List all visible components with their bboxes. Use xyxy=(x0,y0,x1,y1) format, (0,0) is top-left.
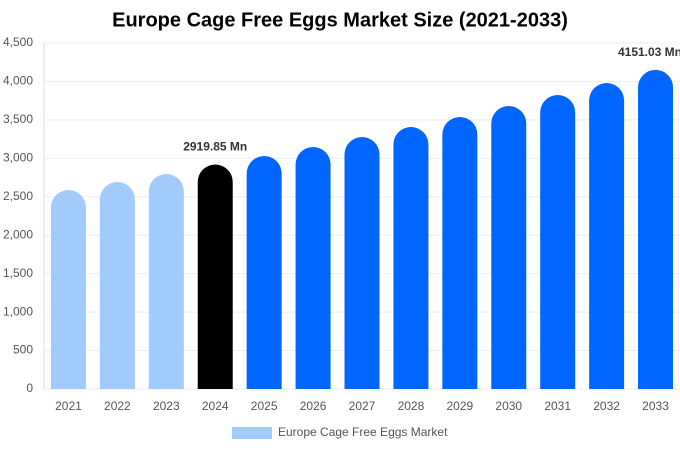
x-tick-label: 2021 xyxy=(55,399,82,413)
x-tick-label: 2031 xyxy=(544,399,571,413)
bar xyxy=(50,190,86,389)
y-tick-label: 2,000 xyxy=(3,227,33,241)
bar xyxy=(589,83,625,389)
y-tick-label: 4,500 xyxy=(3,35,33,49)
bar xyxy=(393,127,429,390)
bar xyxy=(442,117,478,389)
legend-label: Europe Cage Free Eggs Market xyxy=(278,425,448,439)
y-tick-label: 500 xyxy=(13,343,33,357)
x-tick-label: 2026 xyxy=(300,399,327,413)
x-tick-label: 2022 xyxy=(104,399,131,413)
x-tick-label: 2023 xyxy=(153,399,180,413)
y-tick-label: 1,500 xyxy=(3,266,33,280)
bar xyxy=(295,147,331,389)
x-tick-label: 2027 xyxy=(349,399,376,413)
bar xyxy=(197,164,233,389)
bar xyxy=(246,156,282,389)
x-tick-label: 2024 xyxy=(202,399,229,413)
y-tick-label: 1,000 xyxy=(3,304,33,318)
y-tick-label: 4,000 xyxy=(3,74,33,88)
y-tick-label: 3,000 xyxy=(3,151,33,165)
bar xyxy=(99,182,135,389)
value-label: 4151.03 Mn xyxy=(618,45,680,59)
bar xyxy=(491,106,527,389)
y-tick-label: 3,500 xyxy=(3,112,33,126)
bar xyxy=(638,69,674,390)
bar xyxy=(540,95,576,390)
x-tick-label: 2025 xyxy=(251,399,278,413)
x-tick-label: 2032 xyxy=(593,399,620,413)
y-tick-label: 2,500 xyxy=(3,189,33,203)
value-label: 2919.85 Mn xyxy=(183,140,247,154)
x-tick-label: 2028 xyxy=(398,399,425,413)
legend-swatch xyxy=(232,427,272,439)
y-tick-label: 0 xyxy=(26,381,33,395)
x-tick-label: 2029 xyxy=(446,399,473,413)
bar xyxy=(148,174,184,389)
x-tick-label: 2033 xyxy=(642,399,669,413)
x-tick-label: 2030 xyxy=(495,399,522,413)
bar xyxy=(344,137,380,389)
chart-title: Europe Cage Free Eggs Market Size (2021-… xyxy=(112,9,568,31)
